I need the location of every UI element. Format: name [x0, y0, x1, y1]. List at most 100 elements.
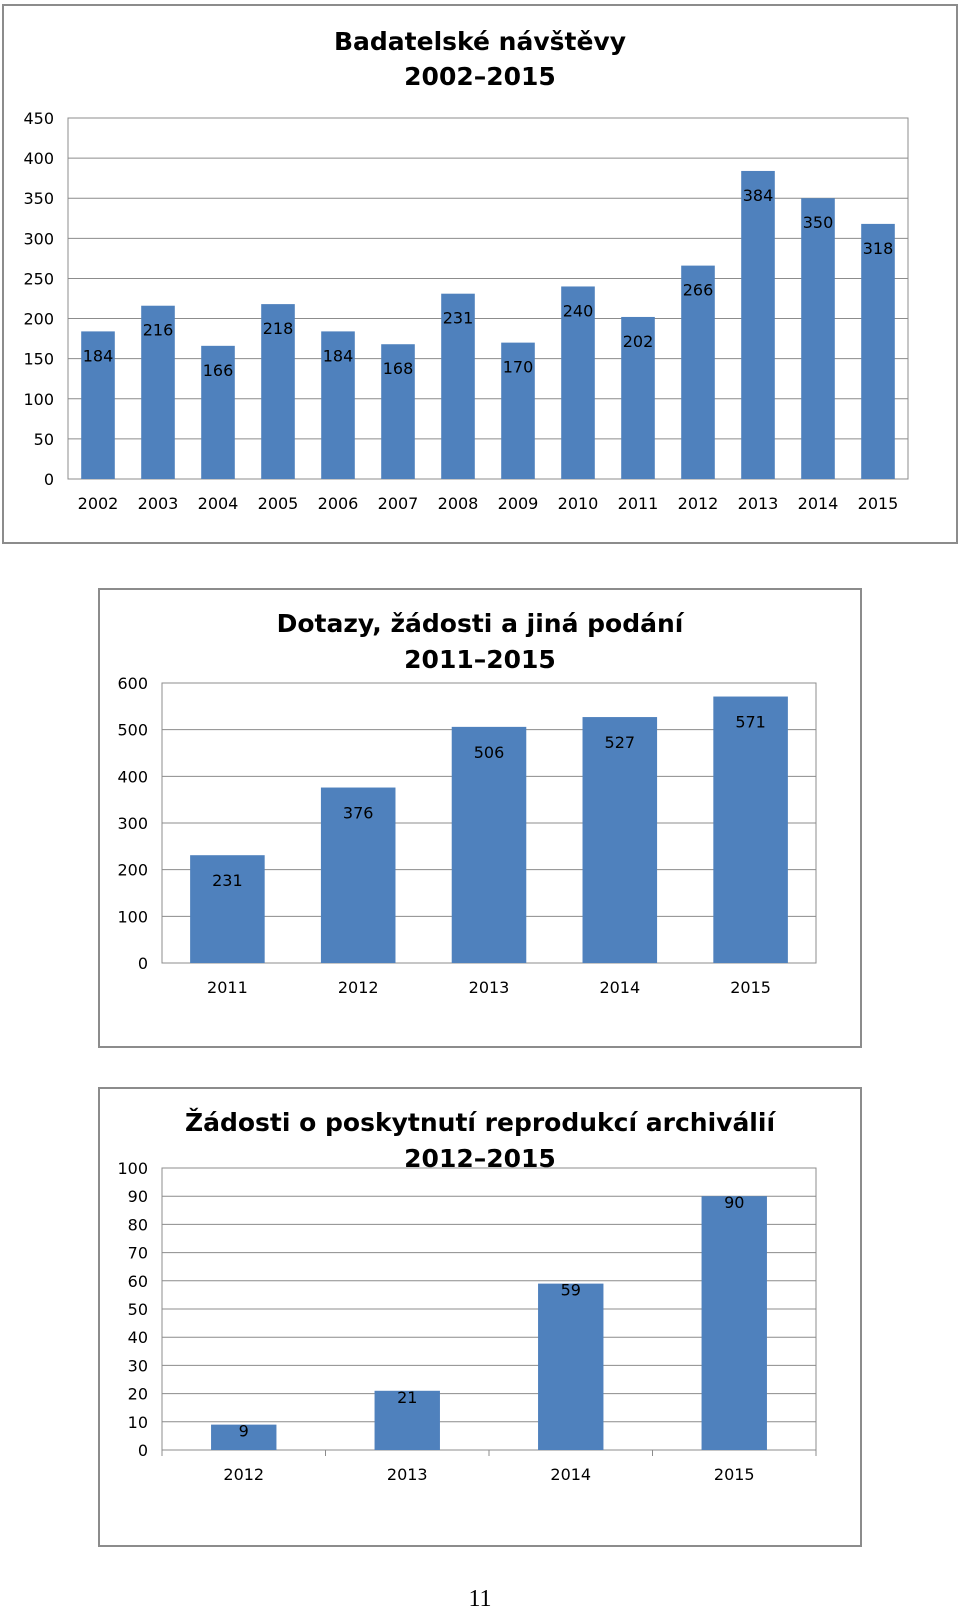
y-tick-label: 350	[23, 189, 54, 208]
data-label: 571	[735, 713, 766, 732]
bar	[374, 1390, 440, 1450]
y-tick-label: 500	[117, 721, 148, 740]
y-tick-label: 600	[117, 674, 148, 693]
y-tick-label: 0	[44, 470, 54, 489]
x-tick-label: 2014	[599, 978, 640, 997]
data-label: 216	[143, 321, 174, 340]
data-label: 231	[212, 871, 243, 890]
data-label: 506	[474, 743, 505, 762]
y-tick-label: 80	[128, 1215, 148, 1234]
y-tick-label: 100	[117, 907, 148, 926]
chart-title: Dotazy, žádosti a jiná podání	[276, 609, 684, 638]
bar	[582, 717, 658, 963]
y-tick-label: 0	[138, 954, 148, 973]
data-label: 9	[239, 1422, 249, 1441]
y-tick-label: 0	[138, 1441, 148, 1460]
bar	[81, 331, 115, 479]
bar	[801, 198, 835, 479]
x-tick-label: 2013	[469, 978, 510, 997]
y-tick-label: 400	[117, 767, 148, 786]
x-tick-label: 2011	[618, 494, 659, 513]
chart-plot: 0 10 20 30 40 50 60 70 80 90 100 9 2012 21 2013 59 2014 9…	[117, 1159, 817, 1484]
bar	[141, 305, 175, 479]
page-number: 11	[468, 1586, 492, 1612]
data-label: 218	[263, 319, 294, 338]
data-label: 59	[561, 1281, 581, 1300]
y-tick-label: 200	[117, 861, 148, 880]
bar	[501, 342, 535, 479]
bar	[538, 1283, 604, 1450]
chart-title: Žádosti o poskytnutí reprodukcí archivál…	[184, 1108, 776, 1137]
data-label: 90	[724, 1193, 744, 1212]
x-tick-label: 2014	[798, 494, 839, 513]
y-tick-label: 70	[128, 1244, 148, 1263]
bar	[201, 345, 235, 479]
y-tick-label: 150	[23, 350, 54, 369]
y-tick-label: 90	[128, 1187, 148, 1206]
bar	[261, 304, 295, 479]
y-tick-label: 50	[128, 1300, 148, 1319]
y-tick-label: 30	[128, 1356, 148, 1375]
x-tick-label: 2007	[378, 494, 419, 513]
x-tick-label: 2014	[550, 1465, 591, 1484]
y-tick-label: 100	[117, 1159, 148, 1178]
y-tick-label: 300	[23, 229, 54, 248]
y-tick-label: 250	[23, 269, 54, 288]
y-tick-label: 200	[23, 310, 54, 329]
bar	[451, 726, 527, 963]
x-tick-label: 2009	[498, 494, 539, 513]
x-tick-label: 2010	[558, 494, 599, 513]
data-label: 168	[383, 359, 414, 378]
bar	[561, 286, 595, 479]
data-label: 376	[343, 804, 374, 823]
bar	[381, 344, 415, 479]
y-tick-label: 100	[23, 390, 54, 409]
bar	[320, 787, 396, 963]
bar	[741, 170, 775, 480]
y-tick-label: 50	[34, 430, 54, 449]
x-tick-label: 2012	[678, 494, 719, 513]
y-tick-label: 40	[128, 1328, 148, 1347]
chart-subtitle: 2011–2015	[404, 645, 556, 674]
y-tick-label: 450	[23, 109, 54, 128]
bar	[441, 293, 475, 479]
data-label: 384	[743, 186, 774, 205]
chart-repro: Žádosti o poskytnutí reprodukcí archivál…	[98, 1087, 862, 1547]
data-label: 527	[605, 733, 636, 752]
bar	[861, 223, 895, 479]
x-tick-label: 2004	[198, 494, 239, 513]
data-label: 318	[863, 239, 894, 258]
y-tick-label: 400	[23, 149, 54, 168]
data-label: 350	[803, 213, 834, 232]
y-tick-label: 60	[128, 1272, 148, 1291]
data-label: 266	[683, 281, 714, 300]
data-label: 184	[83, 346, 114, 365]
data-label: 202	[623, 332, 654, 351]
data-label: 170	[503, 358, 534, 377]
data-label: 240	[563, 301, 594, 320]
chart-plot: 0 100 200 300 400 500 600 231 2011 376 2012 506 2013…	[117, 674, 817, 997]
x-tick-label: 2005	[258, 494, 299, 513]
chart-queries: Dotazy, žádosti a jiná podání 2011–2015 …	[98, 588, 862, 1048]
x-tick-label: 2012	[223, 1465, 264, 1484]
bar	[701, 1196, 767, 1450]
bar	[321, 331, 355, 479]
y-tick-label: 10	[128, 1413, 148, 1432]
x-tick-label: 2015	[730, 978, 771, 997]
y-tick-label: 20	[128, 1385, 148, 1404]
x-tick-label: 2008	[438, 494, 479, 513]
chart-subtitle: 2002–2015	[404, 62, 556, 91]
data-label: 231	[443, 309, 474, 328]
x-tick-label: 2006	[318, 494, 359, 513]
data-label: 166	[203, 361, 234, 380]
x-tick-label: 2012	[338, 978, 379, 997]
x-tick-label: 2003	[138, 494, 179, 513]
bar	[681, 265, 715, 479]
data-label: 184	[323, 346, 354, 365]
chart-visits: Badatelské návštěvy 2002–2015 0 50 100 150 2…	[2, 4, 958, 544]
x-tick-label: 2015	[858, 494, 899, 513]
bar	[211, 1424, 277, 1450]
y-tick-label: 300	[117, 814, 148, 833]
x-tick-label: 2011	[207, 978, 248, 997]
bar	[713, 696, 788, 963]
